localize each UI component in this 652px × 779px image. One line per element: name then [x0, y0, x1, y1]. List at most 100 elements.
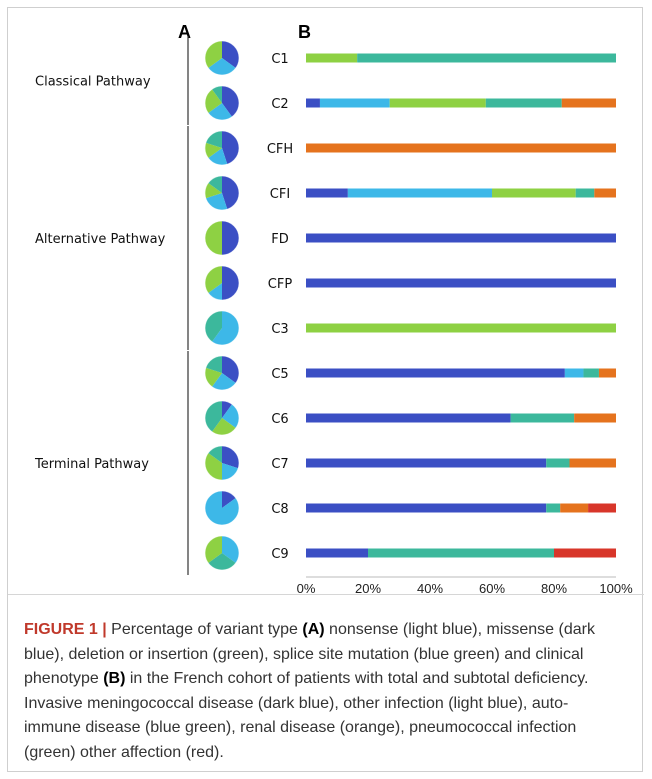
pie-slice-c5-blue-green	[205, 356, 222, 373]
pie-c2	[204, 85, 240, 121]
pie-fd	[204, 220, 240, 256]
category-label-cfp: CFP	[268, 277, 293, 292]
pie-slice-cfp-light-blue	[208, 283, 222, 300]
pie-c3	[204, 310, 240, 346]
bar-segment-c9-blue-green	[368, 548, 554, 558]
variant-pie-column	[204, 40, 240, 571]
pie-rim-cfi	[204, 175, 240, 211]
x-tick-label-0: 0%	[297, 581, 316, 596]
pie-slice-c6-light-blue	[222, 404, 240, 428]
bar-segment-cfi-light-blue	[347, 188, 492, 198]
pie-slice-fd-green	[205, 221, 222, 255]
pie-rim-c3	[204, 310, 240, 346]
pathway-label-classical-pathway: Classical Pathway	[35, 75, 151, 90]
bar-segment-c3-green	[306, 323, 616, 333]
pie-cfp	[204, 265, 240, 301]
phenotype-bars	[306, 53, 616, 558]
figure-frame	[7, 7, 643, 772]
pie-slice-c7-dark-blue	[222, 446, 239, 469]
caption-divider	[8, 594, 644, 595]
figure-caption: FIGURE 1 | Percentage of variant type (A…	[24, 618, 624, 765]
bar-segment-cfi-orange	[594, 188, 616, 198]
pie-slice-cfh-blue-green	[205, 131, 222, 148]
bar-segment-cfh-orange	[306, 143, 616, 153]
pie-rim-c5	[204, 355, 240, 391]
pie-slice-cfh-dark-blue	[222, 131, 239, 165]
category-labels: C1 C2 CFH CFI FD CFP C3 C5 C6 C7 C8 C9	[267, 52, 293, 562]
bar-segment-c5-orange	[598, 368, 616, 378]
pie-rim-c7	[204, 445, 240, 481]
category-label-c8: C8	[271, 502, 288, 517]
category-label-cfi: CFI	[270, 187, 290, 202]
pie-slice-c5-dark-blue	[222, 356, 239, 383]
pie-slice-c2-blue-green	[212, 86, 222, 103]
pie-slice-c9-green	[204, 536, 222, 563]
pathway-groups: Classical Pathway Alternative Pathway Term…	[34, 36, 189, 575]
bar-segment-c5-light-blue	[564, 368, 584, 378]
pie-slice-cfp-dark-blue	[222, 266, 239, 300]
bar-segment-c5-dark-blue	[306, 368, 565, 378]
bar-segment-cfi-green	[492, 188, 576, 198]
pie-slice-c7-blue-green	[208, 446, 222, 463]
pie-slice-c9-blue-green	[208, 553, 236, 571]
pie-c6	[204, 400, 240, 436]
category-label-c5: C5	[271, 367, 288, 382]
category-label-c6: C6	[271, 412, 288, 427]
pie-slice-c1-light-blue	[208, 58, 236, 75]
bar-segment-c8-orange	[560, 503, 589, 513]
bar-segment-c8-dark-blue	[306, 503, 547, 513]
bar-segment-c9-red	[554, 548, 616, 558]
bar-segment-c2-light-blue	[319, 98, 390, 108]
pie-rim-c6	[204, 400, 240, 436]
category-label-c1: C1	[271, 52, 288, 67]
pie-slice-c3-light-blue	[212, 311, 239, 345]
x-tick-label-4: 80%	[541, 581, 567, 596]
pie-slice-c3-blue-green	[204, 311, 222, 342]
caption-figure-label: FIGURE 1 |	[24, 621, 107, 638]
category-label-cfh: CFH	[267, 142, 293, 157]
bar-segment-cfp-dark-blue	[306, 278, 616, 288]
category-label-c2: C2	[271, 97, 288, 112]
pie-slice-cfi-blue-green	[208, 176, 222, 193]
pie-slice-c9-light-blue	[222, 536, 240, 563]
bar-segment-c1-blue-green	[357, 53, 616, 63]
pie-rim-c9	[204, 535, 240, 571]
pie-slice-c6-green	[212, 418, 236, 435]
category-label-c7: C7	[271, 457, 288, 472]
pie-slice-cfi-green	[205, 183, 222, 199]
bar-segment-c9-dark-blue	[306, 548, 368, 558]
pie-rim-c2	[204, 85, 240, 121]
pie-slice-cfi-dark-blue	[222, 176, 239, 210]
x-tick-label-3: 60%	[479, 581, 505, 596]
bar-segment-c2-orange	[561, 98, 616, 108]
x-tick-label-2: 40%	[417, 581, 443, 596]
pie-slice-c1-green	[205, 41, 222, 68]
bar-segment-c2-green	[389, 98, 486, 108]
bar-segment-c2-dark-blue	[306, 98, 320, 108]
category-label-c3: C3	[271, 322, 288, 337]
pie-c9	[204, 535, 240, 571]
bar-segment-fd-dark-blue	[306, 233, 616, 243]
x-tick-label-1: 20%	[355, 581, 381, 596]
pie-slice-c5-light-blue	[212, 373, 236, 390]
pie-slice-c6-blue-green	[204, 401, 222, 432]
category-label-fd: FD	[271, 232, 289, 247]
pie-cfi	[204, 175, 240, 211]
pie-slice-c1-dark-blue	[222, 41, 240, 68]
pie-slice-cfh-light-blue	[208, 148, 228, 165]
bar-segment-c1-green	[306, 53, 358, 63]
pie-slice-fd-dark-blue	[222, 221, 239, 255]
bar-segment-c6-orange	[574, 413, 616, 423]
bar-segment-c8-blue-green	[546, 503, 561, 513]
pie-slice-c8-light-blue	[204, 491, 239, 525]
pie-slice-c6-dark-blue	[222, 401, 232, 418]
x-axis: 0% 20% 40% 60% 80% 100%	[297, 576, 633, 596]
bar-segment-c7-blue-green	[546, 458, 570, 468]
bar-segment-c7-orange	[569, 458, 616, 468]
pie-slice-c7-green	[204, 453, 222, 480]
pie-slice-cfp-green	[205, 266, 222, 293]
bar-segment-c6-blue-green	[510, 413, 575, 423]
bar-segment-c7-dark-blue	[306, 458, 547, 468]
pie-cfh	[204, 130, 240, 166]
bar-segment-cfi-blue-green	[575, 188, 595, 198]
